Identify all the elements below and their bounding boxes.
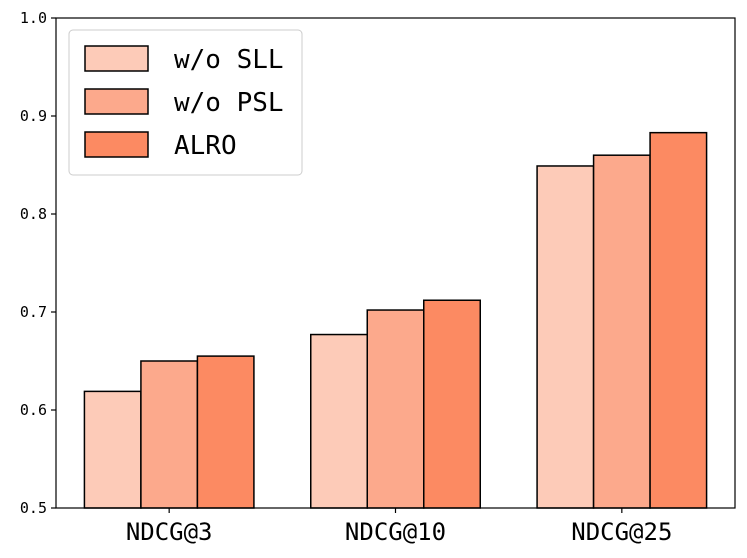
bars-group xyxy=(83,131,708,509)
y-tick-label: 0.9 xyxy=(20,107,47,125)
bar-w-o-sll-ndcg-25 xyxy=(536,165,595,509)
bar-w-o-sll-ndcg-3 xyxy=(83,390,142,509)
x-tick-label: NDCG@3 xyxy=(126,518,213,546)
y-tick-label: 0.7 xyxy=(20,303,47,321)
bar-w-o-psl-ndcg-25 xyxy=(592,154,651,509)
x-tick-label: NDCG@25 xyxy=(571,518,672,546)
x-tick-label: NDCG@10 xyxy=(345,518,446,546)
y-tick-label: 0.5 xyxy=(20,499,47,517)
bar-w-o-psl-ndcg-10 xyxy=(366,309,425,509)
bar-alro-ndcg-10 xyxy=(423,299,481,509)
legend-label: ALRO xyxy=(174,131,237,161)
bar-alro-ndcg-3 xyxy=(196,355,255,509)
plot-frame xyxy=(55,17,736,509)
legend: w/o SLL w/o PSL ALRO xyxy=(68,29,303,176)
bar-w-o-psl-ndcg-3 xyxy=(140,360,199,509)
legend-label: w/o SLL xyxy=(174,45,284,75)
y-tick-label: 0.8 xyxy=(20,205,47,223)
y-axis: 0.5 0.6 0.7 0.8 0.9 1.0 xyxy=(20,9,56,517)
bar-alro-ndcg-25 xyxy=(649,131,708,509)
y-tick-label: 0.6 xyxy=(20,401,47,419)
bar-w-o-sll-ndcg-10 xyxy=(310,333,368,509)
legend-swatch xyxy=(84,45,149,72)
x-axis: NDCG@3 NDCG@10 NDCG@25 xyxy=(126,508,672,546)
y-tick-label: 1.0 xyxy=(20,9,47,27)
legend-label: w/o PSL xyxy=(174,88,284,118)
legend-swatch xyxy=(84,131,149,158)
legend-swatch xyxy=(84,88,149,115)
